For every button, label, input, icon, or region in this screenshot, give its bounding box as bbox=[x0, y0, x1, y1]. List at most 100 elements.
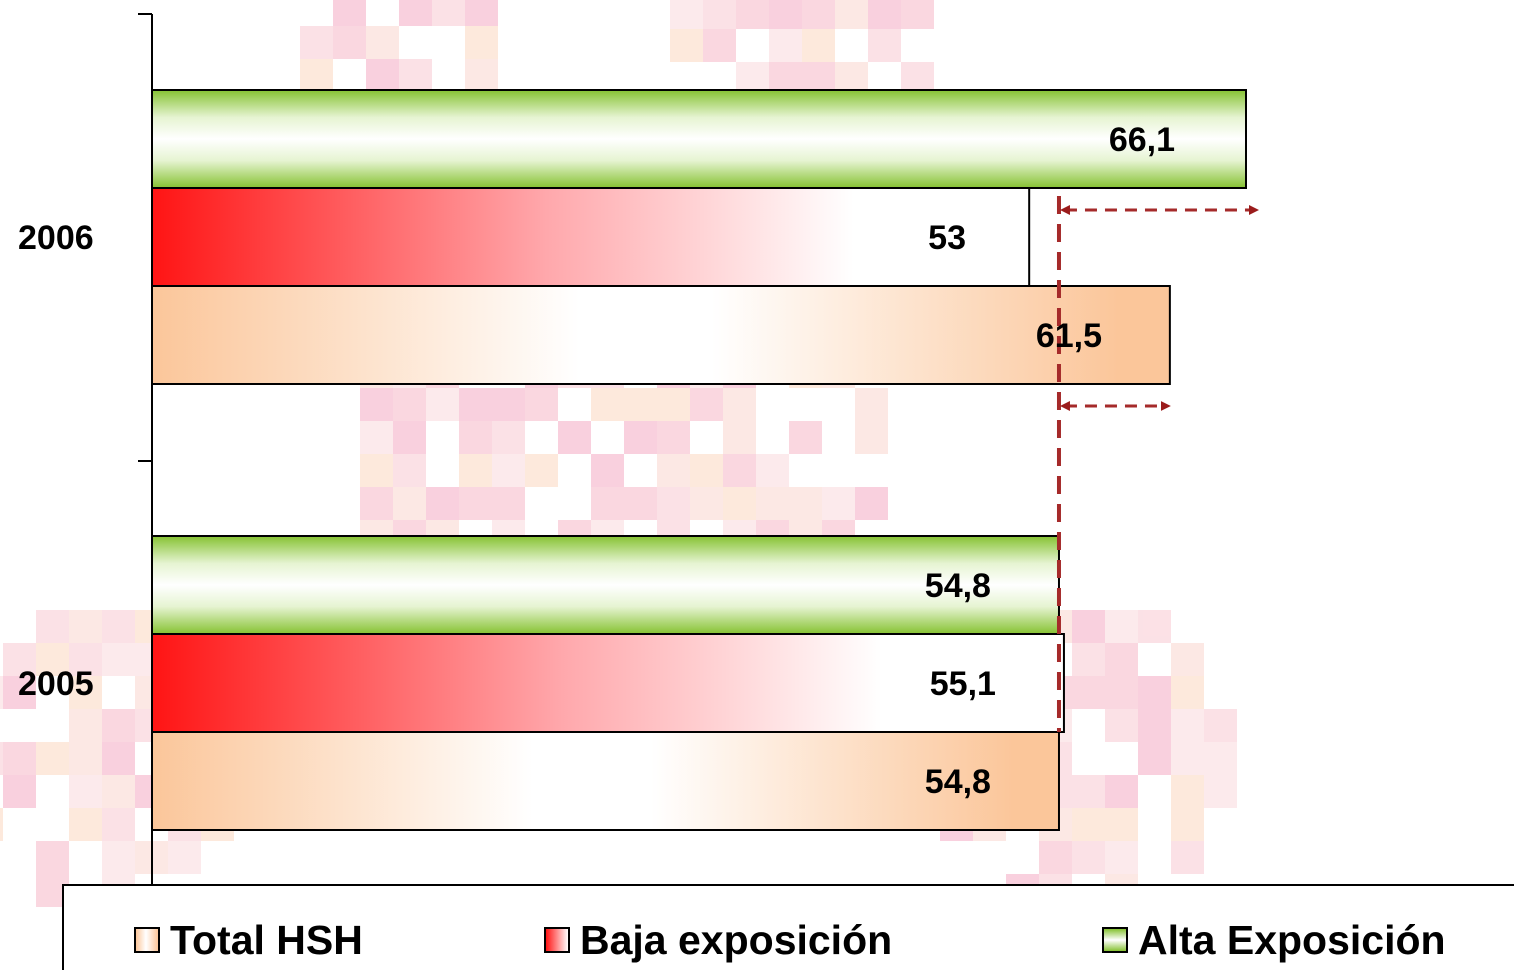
data-label-baja-exposicion-2006: 53 bbox=[928, 219, 966, 257]
data-label-total-hsh-2005: 54,8 bbox=[925, 763, 991, 801]
background-tile bbox=[69, 610, 102, 643]
background-tile bbox=[723, 487, 756, 520]
background-tile bbox=[1072, 643, 1105, 676]
legend-label-total-hsh: Total HSH bbox=[170, 917, 363, 963]
background-tile bbox=[459, 388, 492, 421]
background-tile bbox=[1072, 808, 1105, 841]
background-tile bbox=[855, 487, 888, 520]
background-tile bbox=[1171, 808, 1204, 841]
background-tile bbox=[360, 487, 393, 520]
background-tile bbox=[1204, 709, 1237, 742]
background-tile bbox=[102, 742, 135, 775]
background-tile bbox=[835, 0, 868, 29]
background-tile bbox=[102, 775, 135, 808]
background-tile bbox=[102, 709, 135, 742]
background-tile bbox=[1171, 742, 1204, 775]
background-tile bbox=[525, 388, 558, 421]
background-tile bbox=[723, 388, 756, 421]
background-tile bbox=[802, 29, 835, 62]
background-tile bbox=[360, 388, 393, 421]
background-tile bbox=[3, 676, 36, 709]
background-tile bbox=[1138, 676, 1171, 709]
background-tile bbox=[703, 29, 736, 62]
background-tile bbox=[624, 388, 657, 421]
background-tile bbox=[36, 610, 69, 643]
background-tile bbox=[591, 487, 624, 520]
background-tile bbox=[1105, 676, 1138, 709]
background-tile bbox=[1072, 775, 1105, 808]
background-tile bbox=[657, 454, 690, 487]
background-tile bbox=[670, 0, 703, 29]
background-tile bbox=[399, 59, 432, 92]
data-labels: 66,1 53 61,5 54,8 55,1 54,8 bbox=[925, 121, 1175, 801]
background-tile bbox=[723, 421, 756, 454]
category-label-2006: 2006 bbox=[18, 219, 94, 257]
background-tile bbox=[432, 0, 465, 26]
background-tile bbox=[868, 29, 901, 62]
background-tile bbox=[393, 388, 426, 421]
data-label-alta-exposicion-2006: 66,1 bbox=[1109, 121, 1175, 159]
bar-baja-exposicion-2005 bbox=[151, 633, 1065, 733]
background-tile bbox=[36, 742, 69, 775]
background-tile bbox=[657, 421, 690, 454]
background-tile bbox=[69, 643, 102, 676]
background-tile bbox=[1105, 709, 1138, 742]
background-tile bbox=[1105, 808, 1138, 841]
background-tile bbox=[1105, 775, 1138, 808]
background-tile bbox=[901, 0, 934, 29]
background-tile bbox=[0, 808, 3, 841]
bars bbox=[151, 89, 1247, 831]
bar-alta-exposicion-2005 bbox=[151, 535, 1060, 635]
background-tile bbox=[1072, 610, 1105, 643]
background-tile bbox=[366, 26, 399, 59]
background-tile bbox=[1204, 775, 1237, 808]
data-label-total-hsh-2006: 61,5 bbox=[1036, 317, 1102, 355]
background-tile bbox=[624, 421, 657, 454]
background-tile bbox=[492, 388, 525, 421]
background-tile bbox=[1171, 775, 1204, 808]
background-tile bbox=[426, 487, 459, 520]
background-tile bbox=[69, 709, 102, 742]
background-tile bbox=[1138, 610, 1171, 643]
background-tile bbox=[459, 487, 492, 520]
background-tile bbox=[366, 59, 399, 92]
background-tile bbox=[69, 808, 102, 841]
bar-baja-exposicion-2006 bbox=[151, 187, 1031, 287]
background-tile bbox=[393, 421, 426, 454]
background-tile bbox=[492, 454, 525, 487]
background-tile bbox=[769, 29, 802, 62]
background-tile bbox=[69, 676, 102, 709]
background-tile bbox=[300, 59, 333, 92]
data-label-baja-exposicion-2005: 55,1 bbox=[930, 665, 996, 703]
background-tile bbox=[1039, 841, 1072, 874]
background-tile bbox=[465, 59, 498, 92]
background-tile bbox=[0, 676, 3, 709]
background-tile bbox=[690, 454, 723, 487]
background-tile bbox=[492, 421, 525, 454]
background-tile bbox=[1072, 676, 1105, 709]
background-tile bbox=[1138, 742, 1171, 775]
background-tile bbox=[703, 0, 736, 29]
background-tile bbox=[3, 775, 36, 808]
background-tile bbox=[459, 421, 492, 454]
background-tile bbox=[1105, 841, 1138, 874]
background-tile bbox=[102, 841, 135, 874]
background-tile bbox=[1171, 841, 1204, 874]
background-tile bbox=[690, 487, 723, 520]
background-tile bbox=[3, 643, 36, 676]
background-tile bbox=[1072, 841, 1105, 874]
background-tile bbox=[591, 454, 624, 487]
legend: Total HSH Baja exposición Alta Exposició… bbox=[62, 884, 1514, 970]
background-tile bbox=[868, 0, 901, 29]
background-tile bbox=[168, 841, 201, 874]
background-tile bbox=[0, 742, 3, 775]
background-tile bbox=[333, 0, 366, 26]
background-tile bbox=[69, 775, 102, 808]
data-label-alta-exposicion-2005: 54,8 bbox=[925, 567, 991, 605]
background-tile bbox=[36, 841, 69, 874]
background-tile bbox=[789, 487, 822, 520]
background-tile bbox=[670, 29, 703, 62]
bar-alta-exposicion-2006 bbox=[151, 89, 1247, 189]
background-tile bbox=[756, 454, 789, 487]
